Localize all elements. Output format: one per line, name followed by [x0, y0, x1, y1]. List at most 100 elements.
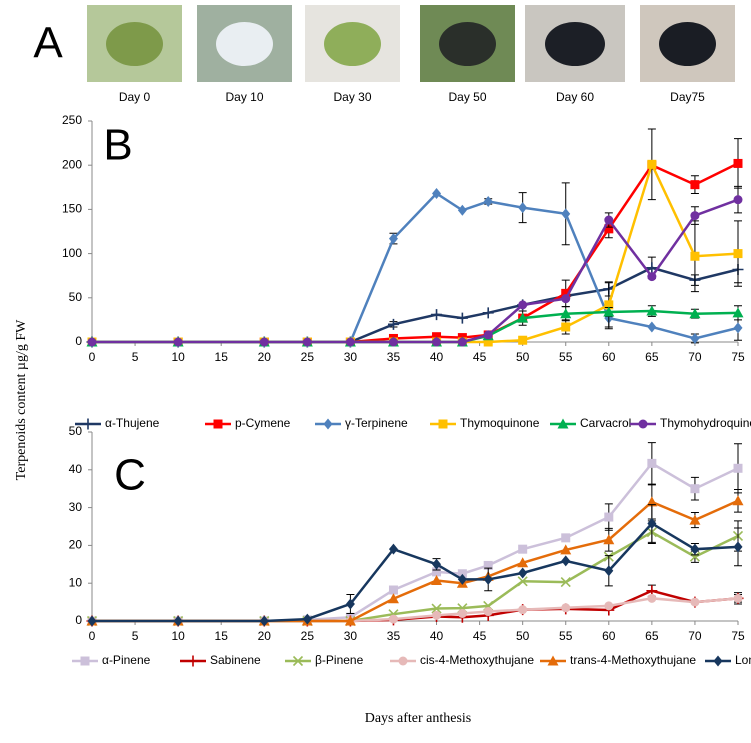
marker — [388, 614, 398, 624]
legend-marker — [713, 655, 723, 667]
photo-subject — [659, 22, 716, 66]
x-tick-label: 50 — [516, 629, 530, 643]
marker — [603, 306, 615, 317]
marker — [482, 307, 494, 319]
legend-label: Carvacrol — [580, 416, 631, 430]
series-line — [92, 162, 739, 344]
x-tick-label: 0 — [89, 350, 96, 364]
photo-caption: Day 10 — [225, 90, 263, 104]
marker — [432, 558, 442, 570]
marker — [518, 544, 528, 554]
marker — [603, 534, 615, 545]
marker — [604, 300, 614, 310]
legend-marker — [323, 418, 333, 430]
x-tick-label: 45 — [473, 350, 487, 364]
marker — [517, 576, 528, 587]
marker — [647, 458, 657, 468]
marker — [604, 601, 614, 611]
y-tick-label: 100 — [62, 246, 82, 260]
photo-subject — [324, 22, 381, 66]
marker — [690, 543, 700, 555]
marker — [457, 204, 467, 216]
marker — [432, 187, 442, 199]
x-tick-label: 75 — [731, 629, 745, 643]
marker — [733, 463, 743, 473]
y-tick-label: 10 — [69, 575, 83, 589]
x-tick-label: 35 — [387, 350, 401, 364]
marker — [560, 577, 571, 588]
marker — [173, 615, 183, 627]
marker — [457, 569, 467, 579]
marker — [388, 337, 398, 347]
series-line — [92, 461, 739, 623]
panel-label: B — [103, 121, 132, 170]
marker — [259, 615, 269, 627]
marker — [483, 573, 493, 585]
marker — [432, 567, 442, 577]
x-tick-label: 70 — [688, 350, 702, 364]
y-tick-label: 150 — [62, 202, 82, 216]
y-tick-label: 250 — [62, 113, 82, 127]
marker — [647, 321, 657, 333]
marker — [517, 557, 529, 568]
marker — [647, 159, 657, 169]
marker — [345, 598, 355, 610]
marker — [732, 495, 744, 506]
marker — [431, 309, 443, 321]
marker — [690, 484, 700, 494]
marker — [647, 593, 657, 603]
photo-caption: Day 30 — [333, 90, 371, 104]
x-tick-label: 25 — [301, 350, 315, 364]
x-tick-label: 55 — [559, 350, 573, 364]
series-line — [92, 530, 739, 623]
marker — [604, 512, 614, 522]
legend-label: β-Pinene — [315, 653, 364, 667]
marker — [689, 514, 701, 525]
legend-marker — [398, 656, 408, 666]
x-tick-label: 40 — [430, 350, 444, 364]
panel-label: C — [114, 451, 146, 500]
marker — [518, 202, 528, 214]
photo-subject — [545, 22, 605, 66]
series-line — [92, 499, 739, 623]
marker — [387, 593, 399, 604]
marker — [690, 597, 700, 607]
x-tick-label: 75 — [731, 350, 745, 364]
legend-marker — [213, 419, 223, 429]
marker — [344, 615, 356, 626]
x-tick-label: 55 — [559, 629, 573, 643]
marker — [561, 288, 571, 298]
y-tick-label: 30 — [69, 500, 83, 514]
marker — [604, 215, 614, 225]
marker — [561, 555, 571, 567]
legend-label: trans-4-Methoxythujane — [570, 653, 696, 667]
series-line — [92, 160, 739, 344]
marker — [432, 610, 442, 620]
marker — [561, 533, 571, 543]
marker — [87, 337, 97, 347]
marker — [732, 307, 744, 318]
marker — [518, 300, 528, 310]
x-tick-label: 45 — [473, 629, 487, 643]
legend-label: p-Cymene — [235, 416, 291, 430]
marker — [733, 593, 743, 603]
marker — [733, 195, 743, 205]
marker — [483, 330, 493, 340]
marker — [733, 158, 743, 168]
legend-marker — [80, 656, 90, 666]
x-tick-label: 15 — [215, 629, 229, 643]
x-tick-label: 15 — [215, 350, 229, 364]
marker — [431, 575, 443, 586]
x-tick-label: 35 — [387, 629, 401, 643]
photo-caption: Day 50 — [448, 90, 486, 104]
marker — [302, 337, 312, 347]
photo-caption: Day 60 — [556, 90, 594, 104]
marker — [646, 305, 658, 316]
series-line — [92, 266, 739, 344]
marker — [604, 224, 614, 234]
x-tick-label: 40 — [430, 629, 444, 643]
marker — [561, 208, 571, 220]
x-tick-label: 10 — [171, 350, 185, 364]
x-tick-label: 0 — [89, 629, 96, 643]
